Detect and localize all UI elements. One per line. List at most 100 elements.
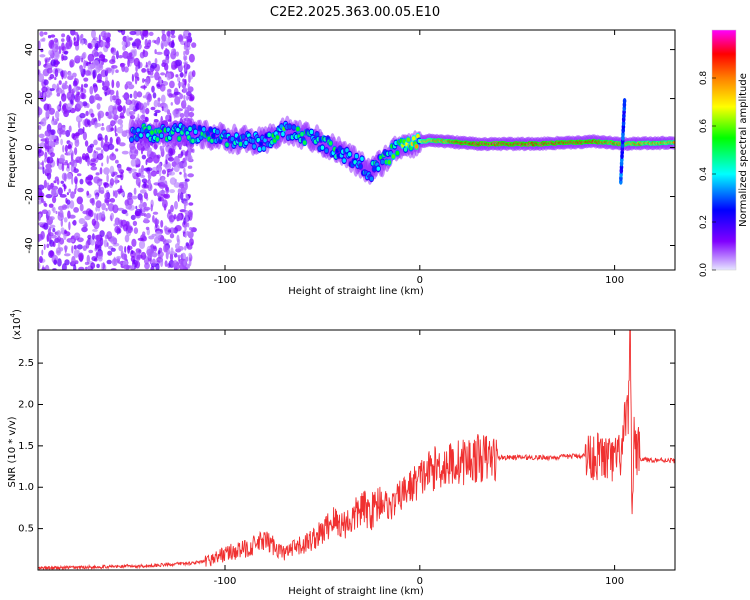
spectrogram-speckle bbox=[48, 92, 53, 96]
spectrogram-speckle bbox=[173, 214, 177, 220]
spectrogram-speckle bbox=[188, 32, 192, 37]
spectrogram-speckle bbox=[72, 86, 79, 92]
spectrogram-speckle bbox=[99, 230, 105, 238]
spectrogram-speckle bbox=[167, 88, 172, 93]
spectrogram-ridge-core bbox=[296, 126, 300, 132]
spectrogram-speckle bbox=[101, 203, 106, 211]
spectrogram-speckle bbox=[43, 179, 48, 189]
spectrogram-speckle bbox=[140, 200, 143, 207]
spectrogram-ridge-core bbox=[391, 154, 396, 159]
spectrogram-speckle bbox=[101, 211, 105, 218]
spectrogram-speckle bbox=[160, 72, 166, 76]
spectrogram-speckle bbox=[55, 118, 58, 124]
spectrogram-speckle bbox=[184, 78, 187, 86]
snr-x-ticks: -100 0 100 bbox=[214, 330, 624, 587]
spectrogram-ridge-core bbox=[257, 147, 262, 152]
spectrogram-y-label: Frequency (Hz) bbox=[7, 112, 18, 188]
spectrogram-speckle bbox=[101, 262, 104, 268]
spectrogram-speckle bbox=[66, 199, 71, 205]
spectrogram-speckle bbox=[97, 256, 103, 262]
spectrogram-speckle bbox=[153, 99, 159, 108]
spectrogram-speckle bbox=[84, 140, 89, 147]
spectrogram-speckle bbox=[152, 215, 155, 223]
spectrogram-speckle bbox=[139, 189, 147, 194]
spectrogram-speckle bbox=[112, 204, 119, 214]
spectrogram-speckle bbox=[58, 205, 65, 211]
spectrogram-speckle bbox=[163, 193, 171, 199]
spectrogram-speckle bbox=[74, 55, 81, 63]
spectrogram-speckle bbox=[170, 102, 173, 106]
spectrogram-ridge-core bbox=[395, 150, 400, 156]
spectrogram-speckle bbox=[99, 237, 104, 247]
spectrogram-speckle bbox=[78, 252, 84, 262]
spectrogram-speckle bbox=[41, 267, 46, 270]
spectrogram-speckle bbox=[49, 88, 55, 92]
spectrogram-speckle bbox=[49, 250, 54, 257]
spectrogram-speckle bbox=[188, 111, 195, 118]
spectrogram-speckle bbox=[89, 95, 96, 104]
spectrogram-speckle bbox=[179, 171, 182, 175]
spectrogram-speckle bbox=[52, 227, 56, 233]
spectrogram-speckle bbox=[186, 222, 190, 228]
spectrogram-ridge-core bbox=[292, 125, 296, 130]
spectrogram-ridge-core bbox=[267, 132, 272, 138]
spectrogram-speckle bbox=[187, 104, 190, 110]
spectrogram-speckle bbox=[103, 32, 107, 38]
spectrogram-speckle bbox=[39, 192, 45, 198]
spectrogram-speckle bbox=[38, 200, 42, 205]
spectrogram-speckle bbox=[159, 83, 166, 92]
spectrogram-speckle bbox=[183, 72, 186, 78]
spectrogram-speckle bbox=[118, 55, 123, 59]
spectrogram-speckle bbox=[114, 133, 118, 137]
snr-y-tick-label: 2.0 bbox=[18, 399, 34, 410]
spectrogram-speckle bbox=[40, 230, 45, 240]
spectrogram-speckle bbox=[68, 72, 72, 77]
spectrogram-speckle bbox=[41, 209, 49, 214]
spectrogram-speckle bbox=[116, 255, 122, 260]
spectrogram-speckle bbox=[184, 188, 187, 194]
spectrogram-speckle bbox=[161, 79, 164, 84]
spectrogram-speckle bbox=[142, 146, 145, 152]
spectrogram-speckle bbox=[183, 95, 186, 100]
spectrogram-speckle bbox=[81, 57, 84, 63]
spectrogram-speckle bbox=[73, 264, 77, 270]
spectrogram-speckle bbox=[186, 230, 189, 236]
spectrogram-speckle bbox=[43, 243, 46, 251]
spectrogram-speckle bbox=[167, 248, 170, 255]
spectrogram-speckle bbox=[173, 110, 176, 119]
spectrogram-speckle bbox=[82, 210, 90, 215]
spectrogram-speckle bbox=[106, 69, 109, 75]
spectrogram-speckle bbox=[130, 250, 134, 254]
spectrogram-speckle bbox=[96, 103, 101, 110]
spectrogram-speckle bbox=[68, 84, 72, 94]
spectrogram-speckle bbox=[185, 48, 190, 56]
spectrogram-speckle bbox=[38, 262, 41, 270]
spectrogram-speckle bbox=[143, 217, 149, 223]
snr-y-label: SNR (10 * v/v) bbox=[7, 416, 18, 487]
spectrogram-speckle bbox=[168, 93, 173, 98]
spectrogram-ridge-core bbox=[256, 137, 261, 143]
spectrogram-speckle bbox=[178, 34, 183, 41]
spectrogram-speckle bbox=[109, 153, 117, 161]
spectrogram-ridge-core bbox=[309, 129, 314, 135]
spectrogram-speckle bbox=[170, 30, 175, 36]
spectrogram-speckle bbox=[79, 112, 86, 119]
spectrogram-speckle bbox=[157, 101, 161, 108]
spectrogram-speckle bbox=[51, 188, 57, 197]
spectrogram-speckle bbox=[190, 96, 194, 101]
colorbar-frame bbox=[711, 29, 737, 271]
spectrogram-speckle bbox=[106, 32, 111, 38]
snr-multiplier: (x104) bbox=[9, 309, 23, 340]
spectrogram-speckle bbox=[164, 63, 169, 71]
spectrogram-speckle bbox=[50, 53, 54, 59]
spectrogram-speckle bbox=[170, 41, 175, 49]
spectrogram-speckle bbox=[168, 171, 176, 176]
spectrogram-speckle bbox=[122, 223, 129, 232]
spectrogram-speckle bbox=[161, 33, 167, 42]
spectrogram-speckle bbox=[142, 30, 148, 37]
spectrogram-speckle bbox=[59, 194, 67, 198]
spectrogram-speckle bbox=[92, 152, 98, 159]
spectrogram-speckle bbox=[126, 197, 134, 206]
spectrogram-speckle bbox=[73, 207, 79, 213]
spectrogram-speckle bbox=[39, 31, 44, 37]
